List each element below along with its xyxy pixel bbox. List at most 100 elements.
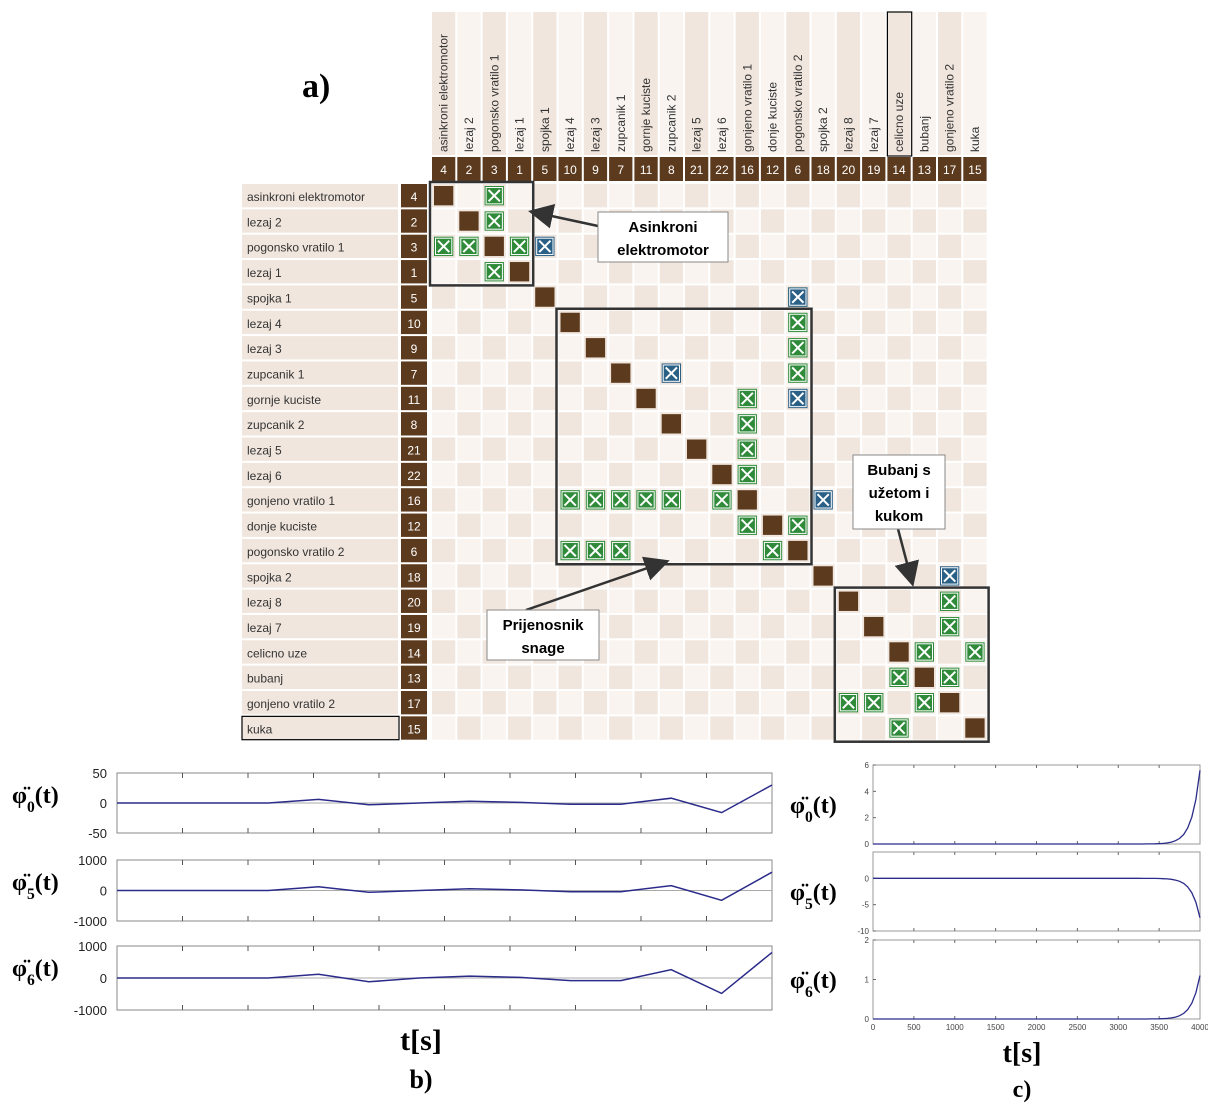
blue-dependency-mark-frame xyxy=(662,364,681,382)
matrix-cell xyxy=(457,184,481,208)
green-dependency-mark-frame xyxy=(738,389,756,408)
col-id: 1 xyxy=(516,163,523,177)
green-dependency-mark-frame xyxy=(738,440,756,458)
matrix-cell xyxy=(836,209,861,233)
col-label-bg xyxy=(811,12,835,155)
matrix-cell xyxy=(735,184,759,208)
matrix-cell xyxy=(533,310,557,335)
cluster-box-drive xyxy=(555,307,813,566)
matrix-cell xyxy=(507,209,532,233)
matrix-cell xyxy=(811,462,835,487)
col-label-bg xyxy=(558,12,582,155)
matrix-cell xyxy=(432,589,456,613)
matrix-cell xyxy=(659,336,683,360)
col-label-bg xyxy=(457,12,481,155)
matrix-cell xyxy=(533,691,557,715)
matrix-cell xyxy=(862,538,886,563)
matrix-cell xyxy=(710,310,734,335)
matrix-cell xyxy=(811,260,835,284)
matrix-cell xyxy=(963,589,987,613)
matrix-cell xyxy=(938,285,962,309)
row-label-bg xyxy=(242,336,398,360)
matrix-cell xyxy=(862,665,886,689)
col-id-box xyxy=(482,157,506,181)
callout-motor-text: Asinkroni xyxy=(628,219,697,236)
y-axis-label: φ̈6(t) xyxy=(12,956,59,989)
row-label: lezaj 1 xyxy=(247,266,282,280)
x-tick-label: 3000 xyxy=(1109,1023,1127,1032)
row-label: gonjeno vratilo 2 xyxy=(247,697,335,711)
col-id-box xyxy=(634,157,658,181)
col-label-bg xyxy=(432,12,456,155)
matrix-cell xyxy=(533,538,557,563)
cluster-box-drum xyxy=(833,586,990,743)
col-label-bg xyxy=(760,12,785,155)
matrix-cell xyxy=(507,538,532,563)
matrix-cell xyxy=(760,285,785,309)
matrix-cell xyxy=(482,564,506,588)
green-dependency-mark-cross xyxy=(487,265,501,279)
col-id: 19 xyxy=(867,163,881,177)
col-id: 16 xyxy=(741,163,755,177)
matrix-cell xyxy=(862,412,886,436)
row-label-bg xyxy=(242,513,398,537)
matrix-cell xyxy=(760,412,785,436)
matrix-cell xyxy=(457,336,481,360)
matrix-cell xyxy=(963,209,987,233)
green-dependency-mark-frame xyxy=(738,516,756,534)
green-dependency-mark-cross xyxy=(563,544,577,557)
diagonal-mark xyxy=(585,338,606,358)
col-id-box xyxy=(963,157,987,181)
matrix-cell xyxy=(457,310,481,335)
matrix-cell xyxy=(609,691,633,715)
col-id-box xyxy=(760,157,785,181)
green-dependency-mark-cross xyxy=(462,239,476,253)
green-dependency-mark-cross xyxy=(867,696,881,710)
matrix-cell xyxy=(735,614,759,639)
row-label-bg xyxy=(242,589,398,613)
dependency-structure-matrix: a) asinkroni elektromotor 4 lezaj 2 2 pogonsk… xyxy=(241,11,990,743)
matrix-cell xyxy=(786,665,810,689)
matrix-cell xyxy=(558,184,582,208)
row-id: 5 xyxy=(411,291,418,305)
col-label: pogonsko vratilo 2 xyxy=(791,54,805,152)
diagonal-mark xyxy=(788,540,808,561)
row-id: 20 xyxy=(407,596,421,610)
matrix-cell xyxy=(862,361,886,385)
green-dependency-mark-cross xyxy=(917,645,931,659)
matrix-cell xyxy=(963,234,987,259)
matrix-cell xyxy=(482,462,506,487)
matrix-cell xyxy=(912,209,936,233)
matrix-cell xyxy=(583,462,608,487)
matrix-cell xyxy=(609,462,633,487)
row-id-box xyxy=(401,691,427,715)
matrix-cell xyxy=(836,260,861,284)
row-id-box xyxy=(401,614,427,639)
col-id-box xyxy=(659,157,683,181)
row-id: 8 xyxy=(411,418,418,432)
row-label-bg xyxy=(242,184,398,208)
matrix-cell xyxy=(938,412,962,436)
matrix-cell xyxy=(862,640,886,664)
green-dependency-mark-frame xyxy=(460,237,478,256)
y-tick-label: 0 xyxy=(865,874,870,883)
row-id-box xyxy=(401,640,427,664)
matrix-cell xyxy=(811,513,835,537)
row-id-box xyxy=(401,437,427,461)
matrix-cell xyxy=(685,462,709,487)
plot-frame xyxy=(872,939,1201,1020)
row-id: 14 xyxy=(407,646,421,660)
matrix-cell xyxy=(432,665,456,689)
matrix-cell xyxy=(685,336,709,360)
green-dependency-mark-cross xyxy=(563,493,577,507)
series-line xyxy=(117,951,773,995)
col-label: spojka 2 xyxy=(816,107,830,152)
matrix-cell xyxy=(609,614,633,639)
matrix-cell xyxy=(760,564,785,588)
matrix-cell xyxy=(938,361,962,385)
x-tick-label: 1000 xyxy=(946,1023,964,1032)
matrix-cell xyxy=(735,538,759,563)
row-id-box xyxy=(401,234,427,259)
panel-c-plot-1: 0 -5 -10 φ̈5(t) xyxy=(790,851,1201,936)
col-label: zupcanik 1 xyxy=(614,94,628,152)
